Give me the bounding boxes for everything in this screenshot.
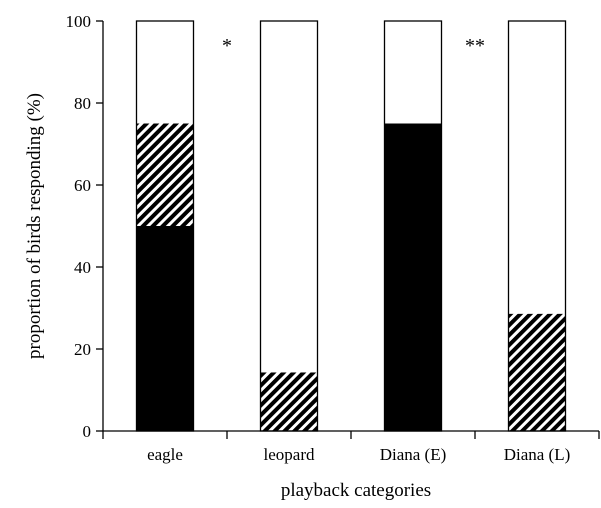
y-tick-label: 60	[74, 176, 91, 195]
x-tick-label: Diana (L)	[504, 445, 571, 464]
y-tick-label: 100	[66, 12, 92, 31]
significance-marker: *	[222, 35, 232, 57]
bar-segment	[136, 21, 194, 124]
bar-segment	[384, 123, 442, 431]
plot-area: eagle leopard Diana (E) Diana (L) 0 20 40 60 80 1…	[66, 12, 600, 464]
bar-segment	[260, 21, 318, 373]
y-axis-title: proportion of birds responding (%)	[24, 93, 45, 359]
y-tick-label: 20	[74, 340, 91, 359]
x-tick-label: leopard	[264, 445, 315, 464]
bar-segment	[508, 21, 566, 314]
y-tick-label: 40	[74, 258, 91, 277]
significance-marker: **	[465, 35, 485, 57]
x-tick-label: eagle	[147, 445, 183, 464]
bar-segment	[136, 123, 194, 226]
y-tick-label: 80	[74, 94, 91, 113]
bar-segment	[136, 226, 194, 431]
x-axis-title: playback categories	[281, 480, 431, 501]
bar-segment	[508, 313, 566, 431]
bar-segment	[260, 372, 318, 431]
x-tick-label: Diana (E)	[380, 445, 447, 464]
bar-segment	[384, 21, 442, 124]
y-tick-label: 0	[83, 422, 92, 441]
